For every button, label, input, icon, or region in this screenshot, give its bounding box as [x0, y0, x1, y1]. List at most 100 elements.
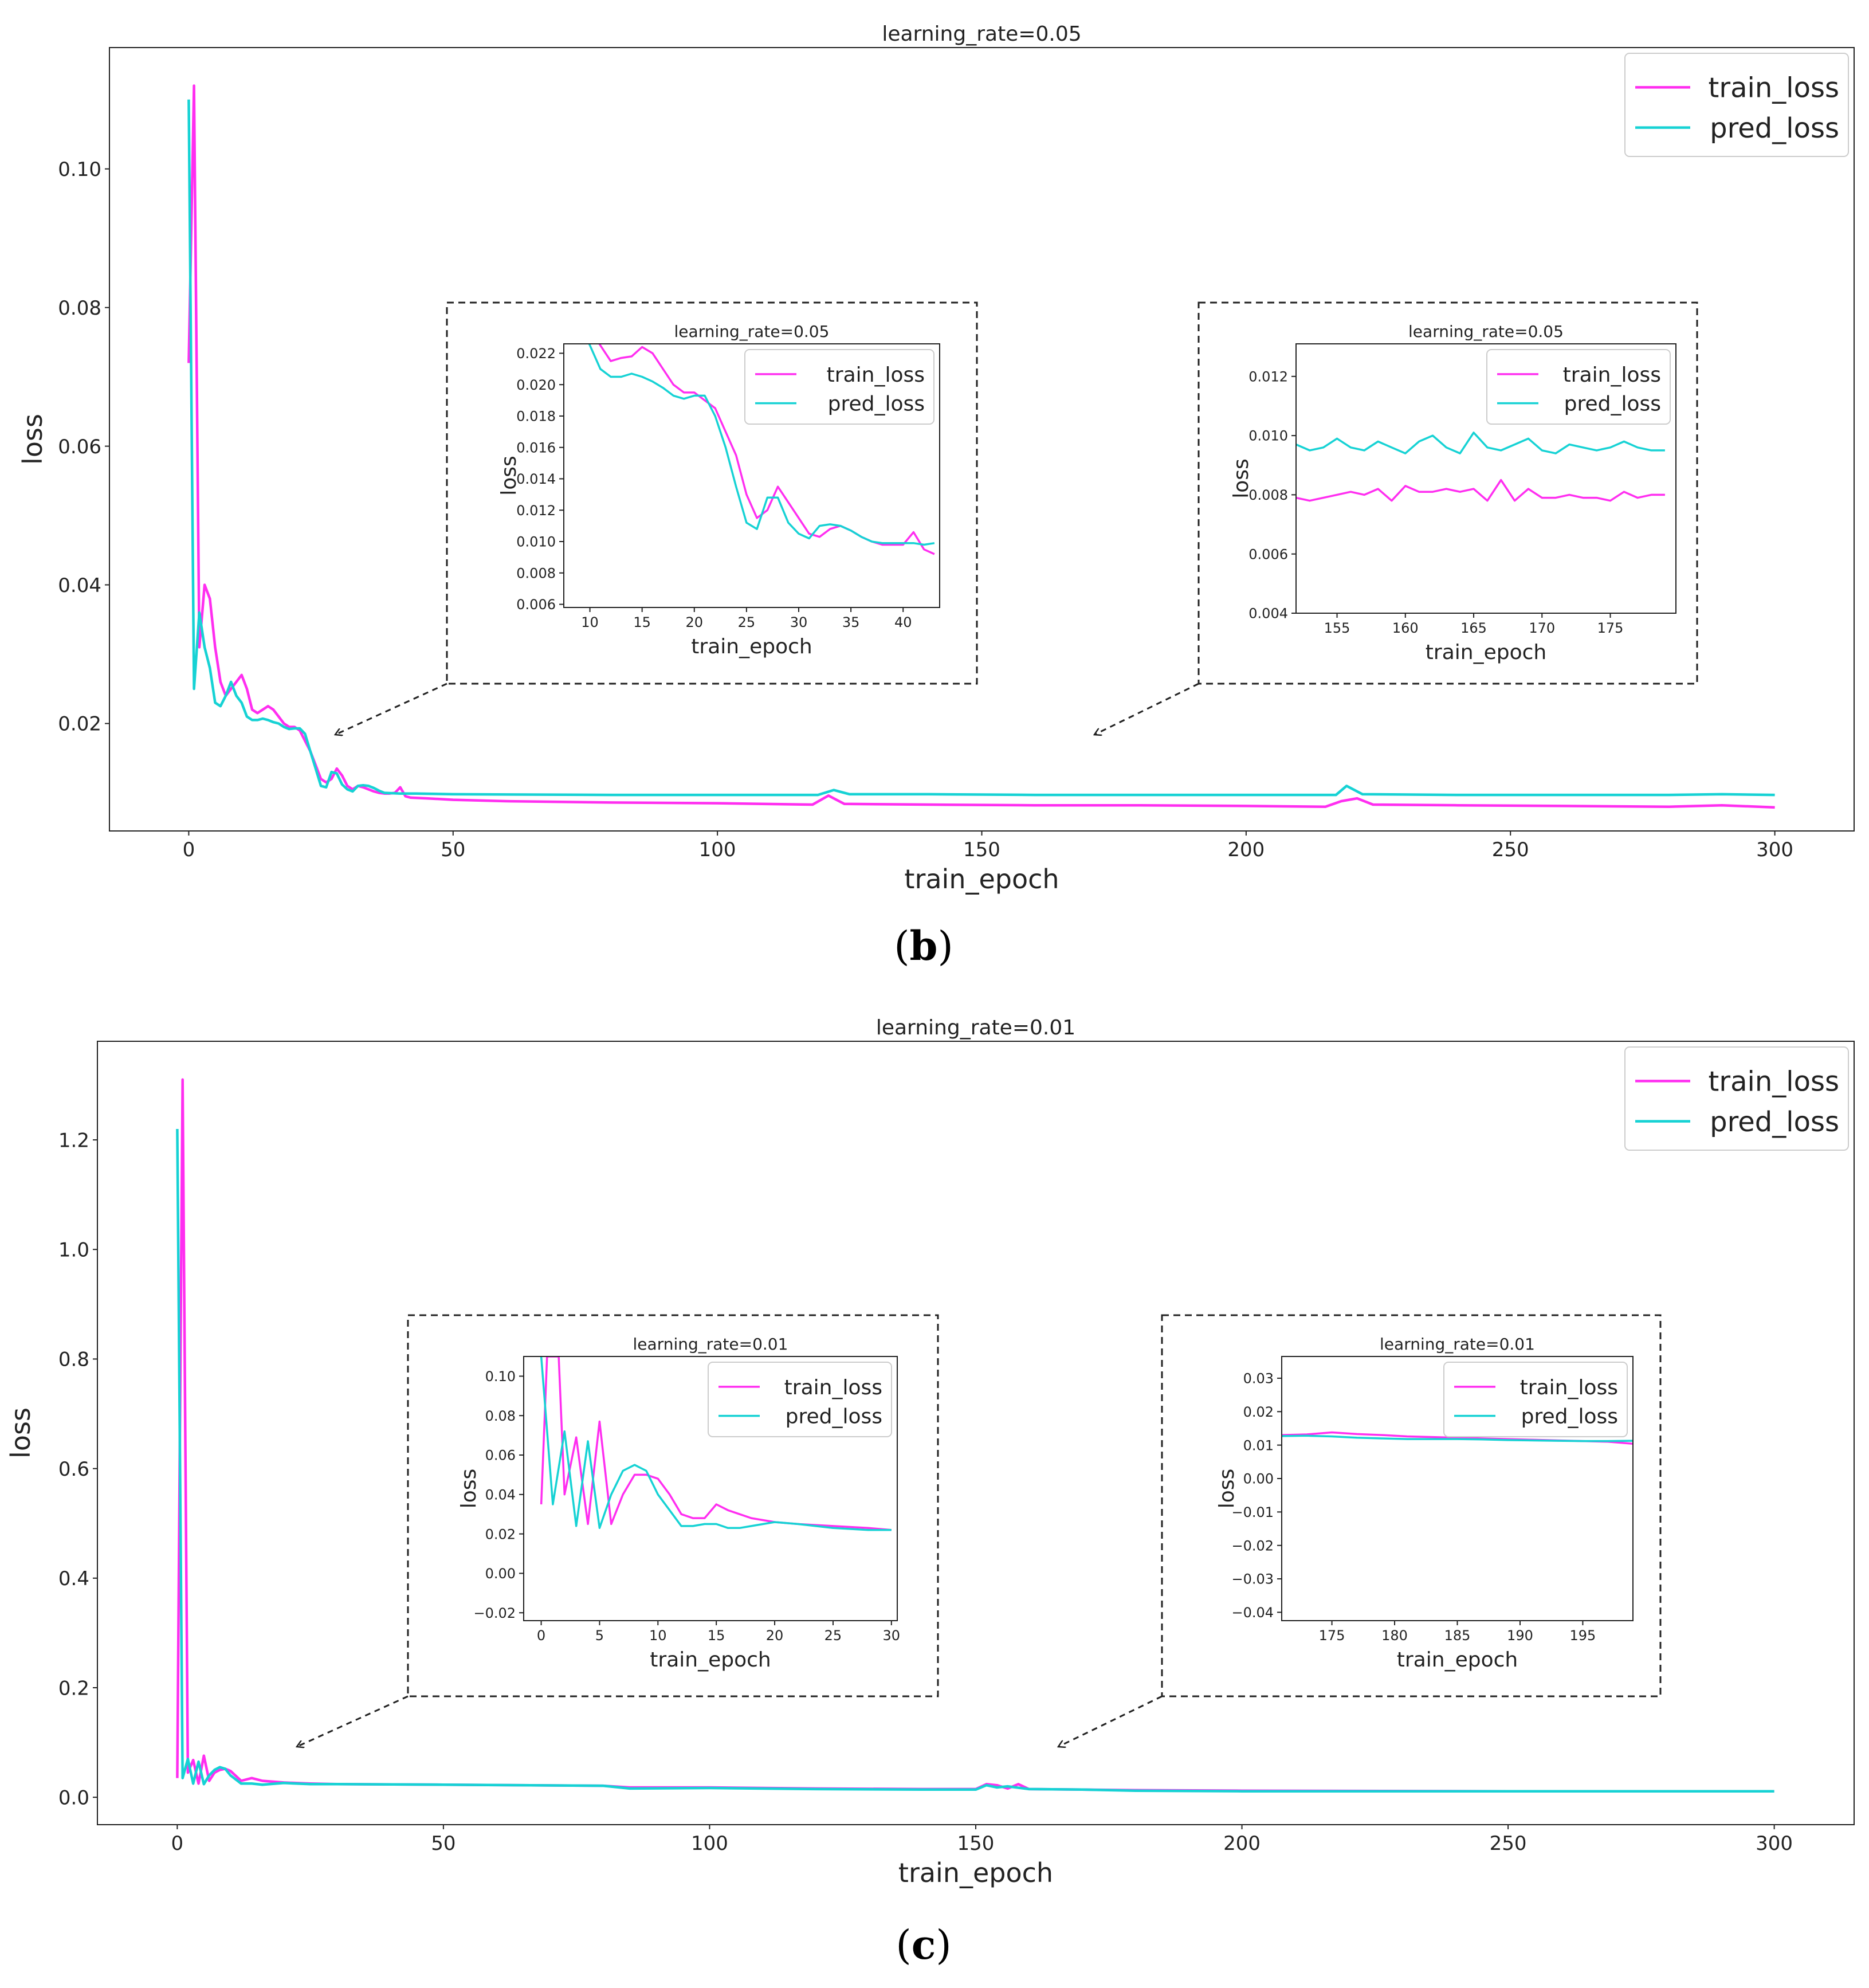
panel-b-inset-left-ytick-label: 0.008: [516, 565, 556, 581]
panel-b-inset-right-xtick-label: 170: [1529, 620, 1555, 636]
panel-b-inset-right-ytick-label: 0.004: [1248, 606, 1288, 622]
panel-c-inset-right-xtick-label: 175: [1319, 1628, 1345, 1644]
panel-c-inset-left-xlabel: train_epoch: [650, 1648, 771, 1672]
panel-b-inset-left-xtick-label: 10: [581, 614, 599, 630]
panel-c-main-legend-label-train-loss: train_loss: [1709, 1066, 1839, 1098]
panel-b-main-ytick-label: 0.10: [58, 158, 101, 181]
panel-b-main-ytick-label: 0.08: [58, 297, 101, 320]
panel-b-inset-right-chart: 155 160 165 170 175 0.004 0.006 0.008 0.010 0.012…: [1230, 322, 1676, 664]
panel-c-inset-left-axes-frame: [523, 1356, 898, 1621]
panel-b-inset-right-xtick-label: 155: [1324, 620, 1350, 636]
panel-b-inset-left-legend-label-train-loss: train_loss: [827, 363, 925, 387]
panel-c-inset-left-series-pred-loss: [540, 1356, 892, 1531]
panel-c-inset-left-ytick-label: 0.06: [485, 1448, 516, 1464]
panel-c-inset-right-legend-label-pred-loss: pred_loss: [1521, 1405, 1618, 1429]
panel-b-inset-left-xtick-label: 35: [842, 614, 860, 630]
panel-b-inset-left-xtick-label: 15: [633, 614, 651, 630]
panel-c-inset-left-ytick-label: 0.00: [485, 1566, 516, 1582]
panel-c-main-xlabel: train_epoch: [898, 1857, 1053, 1888]
panel-c-main-legend: train_loss pred_loss: [1624, 1046, 1849, 1151]
panel-c-main-xtick-label: 50: [431, 1832, 456, 1855]
panel-b-inset-right-ytick-label: 0.012: [1248, 368, 1288, 385]
panel-b-inset-left-legend-label-pred-loss: pred_loss: [828, 393, 925, 416]
panel-b-inset-left-series-pred-loss: [588, 344, 935, 546]
panel-b-inset-right-legend-box: [1486, 349, 1671, 425]
panel-b-main-legend-label-pred-loss: pred_loss: [1710, 112, 1839, 144]
panel-b-inset-left-ytick-label: 0.018: [516, 409, 556, 425]
panel-b-inset-left-ytick-label: 0.006: [516, 597, 556, 613]
panel-c-inset-left-xtick-label: 15: [708, 1628, 725, 1644]
panel-b-inset-right-title: learning_rate=0.05: [1408, 322, 1564, 341]
panel-b-inset-left-xtick-label: 25: [738, 614, 756, 630]
panel-c-inset-left-xtick-label: 30: [883, 1628, 901, 1644]
panel-c-inset-right-xlabel: train_epoch: [1397, 1648, 1518, 1672]
panel-b-main-xtick-label: 250: [1492, 838, 1529, 861]
panel-c-inset-right-legend: train_loss pred_loss: [1443, 1362, 1628, 1437]
panel-b-inset-right-ytick-label: 0.010: [1248, 428, 1288, 444]
panel-c-main-title: learning_rate=0.01: [876, 1016, 1075, 1040]
panel-c-inset-left-series-train-loss: [540, 1356, 892, 1531]
panel-c-main-xtick-label: 150: [957, 1832, 995, 1855]
panel-c-zoom-box-right: [1161, 1314, 1662, 1697]
panel-b-inset-left-ytick-label: 0.016: [516, 440, 556, 456]
panel-c-main-ytick-label: 0.4: [58, 1567, 89, 1590]
panel-c-main-legend-label-pred-loss: pred_loss: [1710, 1106, 1839, 1138]
panel-c-zoom-arrow-right: [1058, 1695, 1163, 1747]
panel-b-main-ylabel: loss: [17, 414, 48, 465]
panel-b-main-xtick-label: 150: [963, 838, 1000, 861]
panel-c-inset-right-legend-box: [1443, 1362, 1628, 1437]
panel-c-inset-left-xtick-label: 25: [824, 1628, 842, 1644]
panel-b-zoom-arrow-right: [1094, 683, 1199, 735]
panel-c-inset-right-ytick-label: −0.03: [1231, 1571, 1274, 1587]
panel-c-inset-right-ytick-label: −0.02: [1231, 1538, 1274, 1554]
panel-c-inset-right-xtick-label: 185: [1444, 1628, 1471, 1644]
panel-b-main-xlabel: train_epoch: [904, 864, 1059, 895]
panel-c-inset-left-xtick-label: 0: [537, 1628, 545, 1644]
panel-b-main-ytick-label: 0.02: [58, 713, 101, 736]
panel-b-inset-left-title: learning_rate=0.05: [674, 322, 830, 341]
panel-b-zoom-box-right: [1197, 301, 1698, 685]
panel-c-inset-right-ytick-label: −0.04: [1231, 1605, 1274, 1621]
panel-c-inset-left-legend-label-train-loss: train_loss: [784, 1376, 882, 1399]
panel-c-main-series-pred-loss: [176, 1128, 1774, 1793]
caption-c: (c): [896, 1921, 951, 1969]
panel-c-inset-left-ytick-label: −0.02: [473, 1605, 516, 1621]
panel-c-inset-right-title: learning_rate=0.01: [1380, 1335, 1535, 1354]
panel-b-inset-left-xtick-label: 30: [790, 614, 808, 630]
panel-b-main-xtick-label: 50: [441, 838, 465, 861]
panel-c-main-ytick-label: 0.0: [58, 1786, 89, 1809]
panel-c-main-xtick-label: 300: [1756, 1832, 1793, 1855]
panel-b-inset-right-ytick-label: 0.008: [1248, 487, 1288, 503]
panel-b-main-legend-box: [1624, 53, 1849, 157]
panel-b-inset-right-xtick-label: 175: [1597, 620, 1624, 636]
panel-c-inset-right-ytick-label: 0.00: [1243, 1471, 1274, 1487]
panel-c-inset-right-xtick-label: 195: [1570, 1628, 1596, 1644]
panel-c-zoom-box-left: [407, 1314, 939, 1697]
panel-b-inset-right-legend-label-train-loss: train_loss: [1563, 363, 1661, 387]
panel-b-inset-right-ytick-label: 0.006: [1248, 546, 1288, 562]
panel-c-inset-left-xtick-label: 5: [595, 1628, 604, 1644]
panel-b-inset-right-legend-label-pred-loss: pred_loss: [1564, 393, 1661, 416]
panel-c-inset-right-ytick-label: 0.01: [1243, 1437, 1274, 1453]
panel-b-inset-left-ytick-label: 0.020: [516, 377, 556, 393]
panel-b-inset-left-ytick-label: 0.022: [516, 346, 556, 362]
panel-c-inset-left-ytick-label: 0.08: [485, 1408, 516, 1424]
panel-b-inset-left-legend-box: [744, 349, 934, 425]
panel-b-inset-right-xlabel: train_epoch: [1426, 641, 1546, 664]
panel-c-main-ytick-label: 1.2: [58, 1129, 89, 1152]
panel-c-main-legend-box: [1624, 1046, 1849, 1151]
panel-c-main-ytick-label: 0.8: [58, 1348, 89, 1371]
panel-b-main-legend-label-train-loss: train_loss: [1709, 72, 1839, 104]
panel-c-main-ytick-label: 0.6: [58, 1458, 89, 1481]
panel-c-inset-right-series-pred-loss: [1282, 1434, 1633, 1442]
panel-b-inset-right-series-train-loss: [1296, 479, 1665, 502]
panel-c-inset-left-xtick-label: 20: [766, 1628, 784, 1644]
panel-c-main-xtick-label: 0: [171, 1832, 184, 1855]
panel-b-inset-right-xtick-label: 160: [1392, 620, 1419, 636]
panel-c-inset-right-ytick-label: 0.03: [1243, 1371, 1274, 1387]
panel-b-main-xtick-label: 300: [1756, 838, 1793, 861]
panel-c-main-xtick-label: 200: [1223, 1832, 1261, 1855]
panel-c-inset-left-legend-label-pred-loss: pred_loss: [786, 1405, 882, 1429]
panel-c-main-ylabel: loss: [5, 1407, 36, 1458]
panel-b-inset-left-xtick-label: 20: [686, 614, 704, 630]
